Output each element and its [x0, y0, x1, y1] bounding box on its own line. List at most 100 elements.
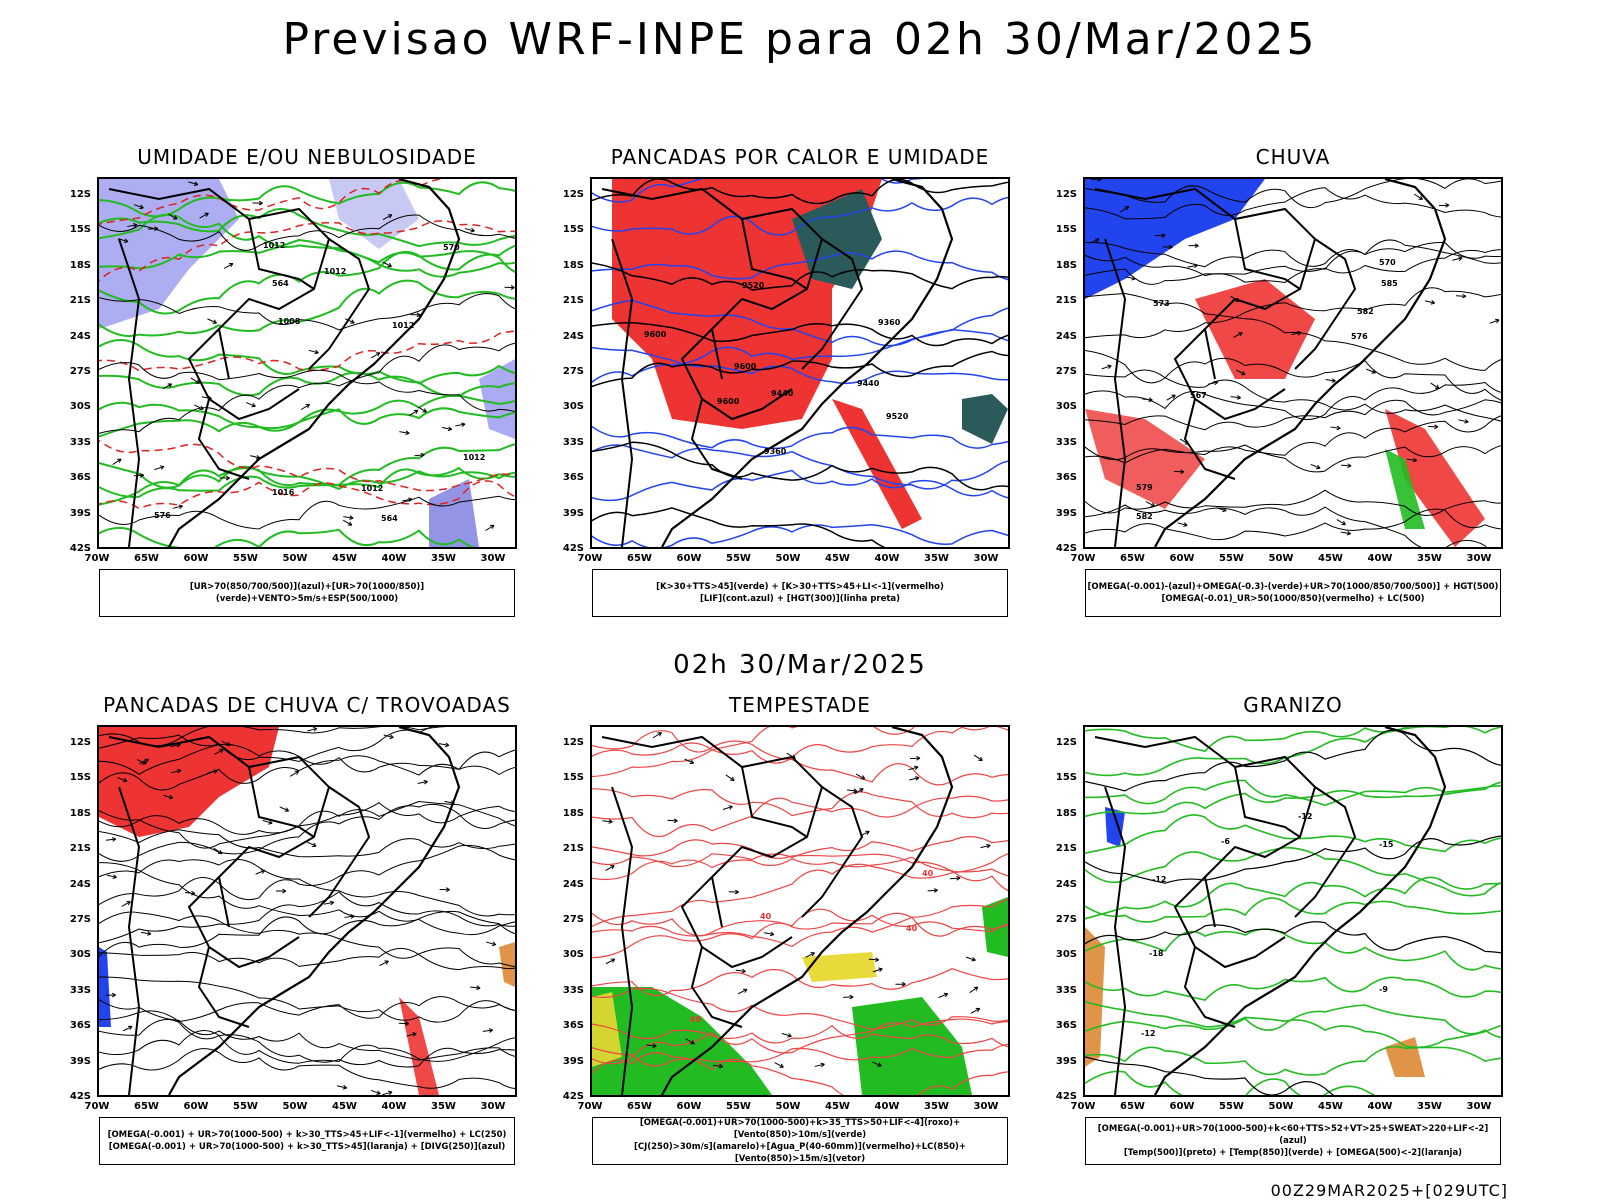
wind-arrow	[602, 819, 613, 824]
latitude-tick-label: 15S	[562, 224, 584, 236]
wind-arrow	[973, 754, 983, 762]
wind-arrow	[1413, 193, 1423, 200]
legend-text: [OMEGA(-0.001) + UR>70(1000-500) + k>30_…	[108, 1142, 506, 1152]
wind-arrow	[470, 985, 481, 991]
contour-label: 570	[1379, 258, 1396, 267]
wind-arrow	[262, 819, 273, 825]
wind-arrow	[382, 261, 392, 268]
latitude-tick-label: 21S	[562, 843, 584, 855]
contour-label: 564	[381, 514, 398, 523]
country-border	[680, 328, 793, 421]
wind-arrow	[370, 1089, 381, 1095]
wind-arrow	[112, 458, 122, 465]
contour-label: 40	[690, 1015, 702, 1024]
wind-arrow	[1455, 293, 1467, 299]
latitude-tick-label: 39S	[1055, 1055, 1077, 1067]
contour-line	[99, 238, 515, 278]
contour-label: 9600	[717, 397, 740, 406]
longitude-tick-label: 55W	[233, 553, 258, 564]
contour-line	[99, 279, 515, 338]
contour-label: 570	[443, 243, 460, 252]
wind-arrow	[172, 504, 183, 510]
contour-line	[99, 743, 515, 775]
contour-line	[99, 526, 476, 547]
latitude-tick-label: 18S	[1055, 807, 1077, 819]
contour-line	[592, 425, 1008, 450]
longitude-tick-label: 50W	[1268, 1101, 1294, 1112]
longitude-tick-label: 60W	[1169, 553, 1195, 564]
latitude-tick-label: 42S	[1055, 543, 1077, 554]
longitude-tick-label: 60W	[183, 553, 209, 564]
longitude-tick-label: 40W	[1367, 553, 1393, 564]
shaded-area	[592, 992, 622, 1067]
shaded-area	[399, 997, 439, 1095]
longitude-tick-label: 35W	[431, 553, 456, 564]
contour-line	[1085, 241, 1501, 268]
longitude-tick-label: 65W	[134, 553, 159, 564]
wind-arrow	[223, 263, 234, 269]
country-border	[197, 398, 250, 480]
contour-line	[99, 179, 515, 225]
contour-label: 9600	[644, 330, 667, 339]
contour-line	[99, 999, 515, 1061]
wind-arrow	[814, 1062, 825, 1068]
map-svg: 1012 1012 1012 1008 1016 1012 1012 570 576 564 564	[99, 179, 515, 547]
contour-line	[1085, 976, 1501, 1001]
shaded-area	[802, 952, 877, 982]
contour-line	[592, 730, 1008, 786]
contour-line	[99, 910, 515, 958]
wind-arrow	[414, 452, 425, 458]
latitude-tick-label: 21S	[1055, 843, 1077, 855]
longitude-tick-label: 45W	[825, 1101, 850, 1112]
wind-arrow	[1155, 233, 1166, 238]
wind-arrow	[344, 914, 355, 919]
contour-line	[99, 858, 515, 917]
wind-arrow	[486, 941, 497, 947]
latitude-tick-label: 21S	[69, 295, 91, 307]
contour-label: 582	[1136, 512, 1153, 521]
wind-arrow	[805, 952, 815, 958]
coastline	[661, 179, 954, 547]
shaded-area	[99, 179, 239, 329]
wind-arrow	[105, 992, 116, 998]
wind-arrow	[504, 285, 515, 290]
contour-line	[1085, 727, 1447, 753]
wind-arrow	[410, 312, 421, 318]
wind-arrow	[219, 475, 230, 481]
country-border	[741, 218, 808, 290]
latitude-tick-label: 30S	[562, 949, 584, 961]
wind-arrow	[245, 402, 256, 408]
latitude-tick-label: 33S	[1055, 436, 1077, 448]
shaded-area	[1105, 807, 1125, 847]
longitude-tick-label: 30W	[973, 553, 999, 564]
wind-arrow	[214, 749, 224, 755]
latitude-tick-label: 24S	[562, 330, 584, 342]
latitude-tick-label: 30S	[1055, 401, 1077, 413]
legend-box: [UR>70(850/700/500)](azul)+[UR>70(1000/8…	[99, 569, 515, 617]
coastline	[661, 727, 954, 1095]
wind-arrow	[774, 1062, 784, 1068]
contour-label: 1012	[263, 241, 285, 250]
shaded-area	[1085, 927, 1105, 1067]
latitude-tick-label: 27S	[69, 366, 91, 377]
wind-arrow	[605, 865, 615, 872]
wind-arrow	[1340, 530, 1352, 536]
longitude-tick-label: 70W	[84, 553, 110, 564]
longitude-tick-label: 35W	[431, 1101, 456, 1112]
contour-line	[99, 996, 515, 1023]
longitude-tick-label: 60W	[1169, 1101, 1195, 1112]
latitude-tick-label: 18S	[69, 807, 91, 819]
longitude-tick-label: 50W	[775, 1101, 801, 1112]
country-border	[1294, 238, 1357, 370]
contour-line	[592, 1052, 1008, 1095]
latitude-tick-label: 36S	[562, 1020, 584, 1032]
contour-line	[99, 1029, 515, 1064]
wind-arrow	[308, 349, 319, 355]
wind-arrow	[855, 773, 866, 780]
longitude-tick-label: 65W	[627, 1101, 652, 1112]
country-border	[1173, 876, 1286, 969]
wind-arrow	[1233, 332, 1243, 338]
wind-arrow	[1207, 380, 1219, 386]
wind-arrow	[1366, 368, 1376, 374]
country-border	[680, 876, 793, 969]
